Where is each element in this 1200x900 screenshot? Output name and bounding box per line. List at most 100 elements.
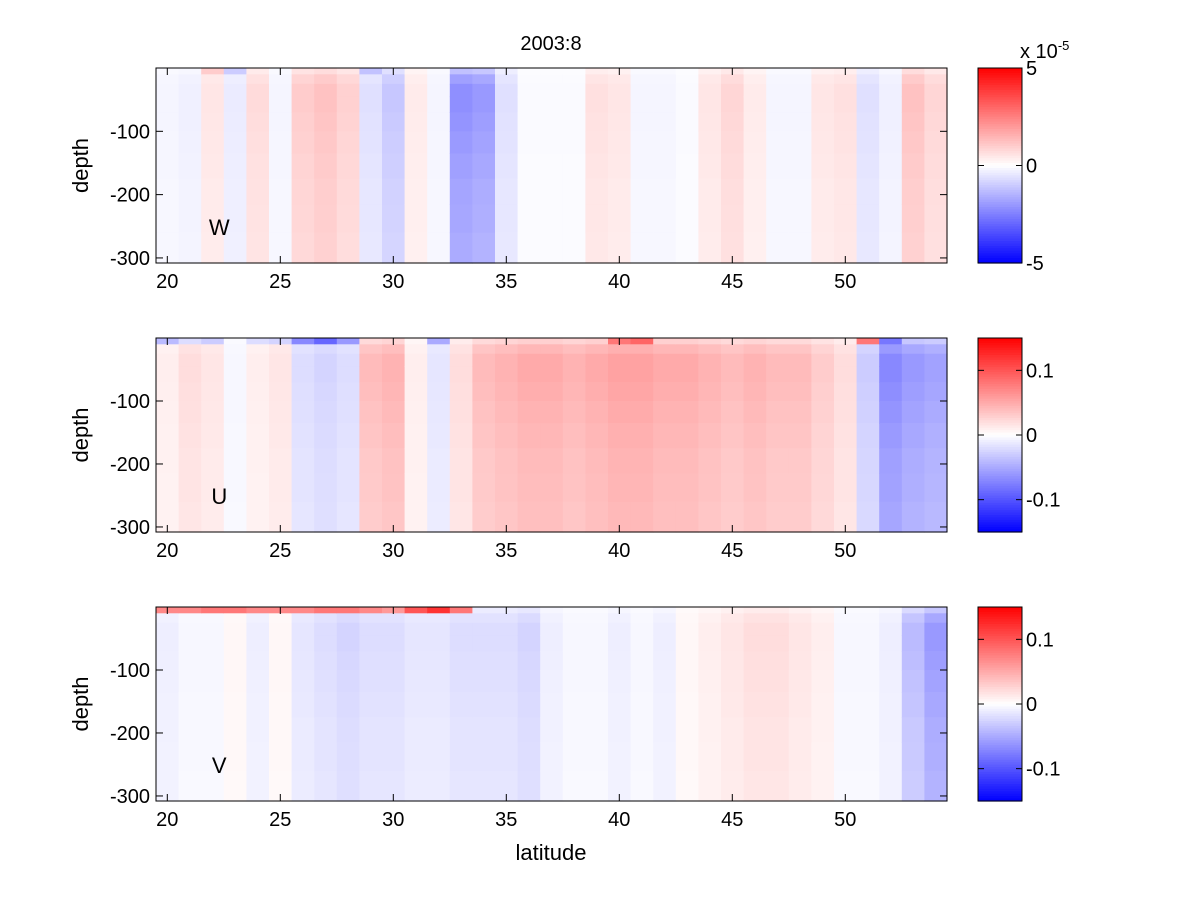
heatmap-cell [223,669,247,693]
heatmap-cell [811,501,835,533]
heatmap-cell [901,635,925,652]
panel-u-y-ticks: -100 -200 -300 [110,391,947,539]
heatmap-cell [336,400,360,424]
heatmap-cell [382,382,406,402]
heatmap-cell [924,770,948,802]
heatmap-cell [540,635,564,652]
heatmap-cell [246,613,270,624]
heatmap-cell [314,692,338,718]
heatmap-cell [359,622,383,636]
heatmap-cell [201,473,225,503]
colorbar-swatch [978,238,1022,242]
colorbar-swatch [978,136,1022,140]
colorbar-tick-label: 0.1 [1026,360,1054,382]
heatmap-cell [698,178,722,205]
heatmap-cell [178,338,202,345]
y-tick-label: -100 [110,660,150,682]
heatmap-cell [156,501,180,533]
heatmap-cell [698,473,722,503]
colorbar-swatch [978,473,1022,477]
heatmap-cell [901,651,925,671]
heatmap-cell [585,635,609,652]
colorbar-swatch [978,478,1022,482]
heatmap-cell [562,651,586,671]
heatmap-cell [382,353,406,367]
heatmap-cell [359,669,383,693]
heatmap-cell [653,448,677,475]
panel-w-axes-box [155,67,948,264]
heatmap-cell [336,717,360,744]
heatmap-cell [562,232,586,264]
heatmap-cell [924,338,948,345]
x-tick-label: 40 [608,809,630,831]
colorbar-tick-label: 0 [1026,694,1037,716]
colorbar-swatch [978,415,1022,419]
heatmap-cell [653,382,677,402]
colorbar-swatch [978,170,1022,174]
heatmap-cell [879,501,903,533]
heatmap-cell [156,742,180,772]
heatmap-cell [427,613,451,624]
heatmap-cell [766,448,790,475]
heatmap-cell [675,742,699,772]
colorbar-swatch [978,364,1022,368]
heatmap-cell [721,366,745,383]
heatmap-cell [562,448,586,475]
colorbar-swatch [978,189,1022,193]
heatmap-cell [472,717,496,744]
colorbar-swatch [978,376,1022,380]
heatmap-cell [246,717,270,744]
colorbar-swatch [978,607,1022,611]
heatmap-cell [404,382,428,402]
heatmap-cell [811,423,835,449]
heatmap-cell [811,178,835,205]
heatmap-cell [788,112,812,132]
heatmap-cell [246,153,270,180]
colorbar-swatch [978,464,1022,468]
heatmap-cell [585,366,609,383]
heatmap-cell [653,338,677,345]
heatmap-cell [834,83,858,98]
heatmap-cell [427,204,451,234]
colorbar-swatch [978,769,1022,773]
y-tick-label: -300 [110,248,150,270]
heatmap-cell [201,344,225,355]
heatmap-cell [336,607,360,614]
heatmap-cell [404,353,428,367]
heatmap-cell [472,353,496,367]
heatmap-cell [178,692,202,718]
heatmap-cell [856,742,880,772]
heatmap-cell [856,692,880,718]
colorbar-swatch [978,405,1022,409]
heatmap-cell [743,68,767,75]
heatmap-cell [540,651,564,671]
heatmap-cell [834,366,858,383]
heatmap-cell [924,613,948,624]
colorbar-swatch [978,493,1022,497]
heatmap-cell [901,717,925,744]
heatmap-cell [743,635,767,652]
heatmap-cell [359,635,383,652]
heatmap-cell [901,232,925,264]
heatmap-cell [585,692,609,718]
heatmap-cell [336,742,360,772]
heatmap-cell [585,423,609,449]
panel-w-x-ticks: 20 25 30 35 40 45 50 [156,68,856,293]
heatmap-cell [223,366,247,383]
heatmap-cell [585,112,609,132]
colorbar-swatch [978,398,1022,402]
heatmap-cell [653,153,677,180]
heatmap-cell [223,613,247,624]
heatmap-cell [404,692,428,718]
heatmap-cell [449,770,473,802]
colorbar-swatch [978,762,1022,766]
colorbar-exponent: x 10-5 [1020,38,1069,63]
heatmap-cell [698,770,722,802]
heatmap-cell [314,717,338,744]
heatmap-cell [472,651,496,671]
heatmap-cell [924,742,948,772]
colorbar-swatch [978,187,1022,191]
colorbar-swatch [978,471,1022,475]
colorbar-swatch [978,185,1022,189]
